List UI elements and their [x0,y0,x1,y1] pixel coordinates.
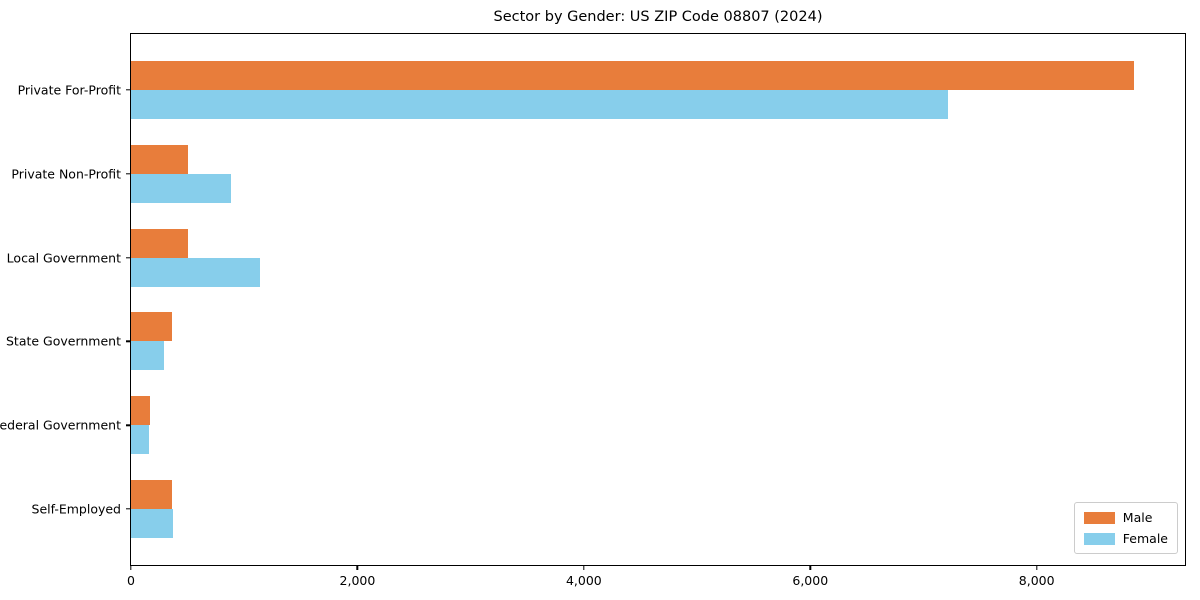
category-row-private-non-profit: Private Non-Profit [11,132,1185,216]
category-row-local-government: Local Government [7,216,1185,300]
x-tick-label: 6,000 [792,573,829,588]
x-tick-mark [130,565,132,570]
x-tick-label: 0 [127,573,135,588]
x-axis: 0 2,000 4,000 6,000 8,000 [127,565,1185,595]
bar-male-private-for-profit [131,60,1135,90]
x-tick-label: 8,000 [1018,573,1055,588]
y-tick-label: State Government [5,333,121,349]
y-tick-mark [126,173,131,175]
bar-male-private-non-profit [131,144,188,174]
x-tick-mark [356,565,359,570]
bar-female-federal-government [131,425,150,455]
x-tick-label: 4,000 [565,573,602,588]
legend-entry-female: Female [1083,531,1168,546]
y-tick-label: Self-Employed [31,501,121,517]
y-tick-mark [126,508,131,510]
bar-female-private-for-profit [131,89,949,119]
x-tick-mark [583,565,585,570]
y-tick-label: Local Government [6,250,121,266]
category-row-private-for-profit: Private For-Profit [18,48,1185,132]
bar-male-self-employed [131,480,172,510]
bar-female-self-employed [131,509,173,539]
y-tick-label: Private Non-Profit [11,166,121,182]
legend-swatch-female [1083,532,1115,545]
bar-rows: Private For-Profit Private Non-Profit Loca… [0,34,1185,565]
legend-label: Male [1122,510,1153,525]
y-tick-mark [126,256,131,259]
y-tick-mark [126,340,131,343]
legend-entry-male: Male [1083,510,1168,525]
plot-area: Private For-Profit Private Non-Profit Loca… [0,33,1186,588]
bar-female-private-non-profit [131,173,231,203]
bar-male-local-government [131,228,188,258]
x-tick-mark [809,565,811,570]
y-tick-mark [126,424,131,426]
legend-label: Female [1122,531,1168,546]
x-tick-mark [1035,565,1038,570]
category-row-federal-government: Federal Government [0,383,1185,467]
y-tick-mark [126,89,131,91]
legend-swatch-male [1083,511,1115,524]
bar-male-federal-government [131,396,151,426]
y-tick-label: Private For-Profit [17,82,121,98]
legend: Male Female [1073,502,1178,554]
category-row-self-employed: Self-Employed [32,467,1185,551]
bar-male-state-government [131,312,172,342]
chart-title: Sector by Gender: US ZIP Code 08807 (202… [493,9,823,25]
category-row-state-government: State Government [6,299,1185,383]
y-tick-label: Federal Government [0,417,121,433]
x-tick-label: 2,000 [339,573,376,588]
bar-female-local-government [131,257,261,287]
bar-female-state-government [131,341,164,371]
